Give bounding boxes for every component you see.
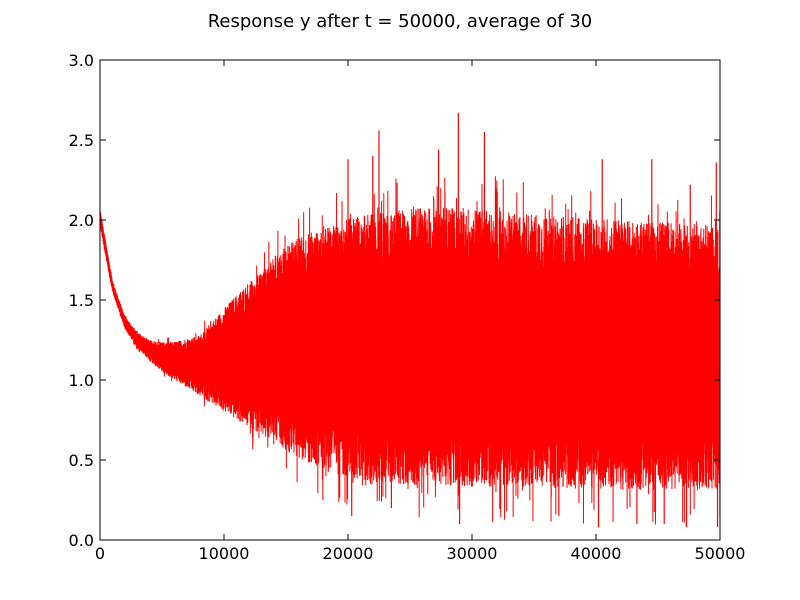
y-tick-label: 2.0 bbox=[69, 211, 94, 230]
x-tick-label: 20000 bbox=[323, 544, 374, 563]
y-tick-label: 3.0 bbox=[69, 51, 94, 70]
series-line bbox=[99, 176, 721, 525]
x-tick-label: 50000 bbox=[695, 544, 746, 563]
x-tick-label: 40000 bbox=[571, 544, 622, 563]
x-tick-label: 30000 bbox=[447, 544, 498, 563]
y-tick-label: 1.0 bbox=[69, 371, 94, 390]
y-tick-label: 0.0 bbox=[69, 531, 94, 550]
y-tick-label: 0.5 bbox=[69, 451, 94, 470]
y-axis: 0.0 0.5 1.0 1.5 2.0 2.5 3.0 bbox=[69, 51, 720, 550]
chart-title: Response y after t = 50000, average of 3… bbox=[208, 11, 593, 32]
y-tick-label: 2.5 bbox=[69, 131, 94, 150]
x-axis: 0 10000 20000 30000 40000 50000 bbox=[95, 60, 746, 563]
plot-area: 0 10000 20000 30000 40000 50000 0.0 0.5 1.0 1.5 2… bbox=[69, 51, 746, 563]
x-tick-label: 0 bbox=[95, 544, 105, 563]
x-tick-label: 10000 bbox=[199, 544, 250, 563]
y-tick-label: 1.5 bbox=[69, 291, 94, 310]
series-layer bbox=[99, 112, 721, 528]
